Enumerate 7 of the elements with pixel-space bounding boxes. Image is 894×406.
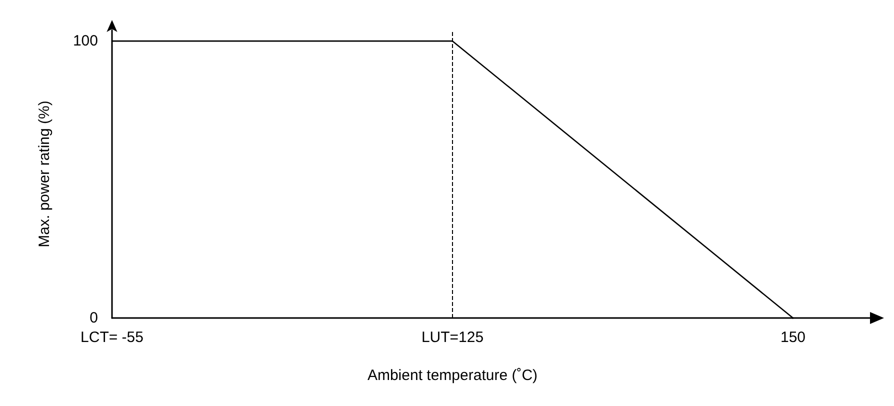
x-tick-label: 150 (780, 329, 806, 346)
y-tick-label: 0 (90, 310, 98, 326)
x-axis-title: Ambient temperature (˚C) (367, 367, 538, 384)
x-tick-label: LCT= -55 (80, 329, 144, 346)
x-tick-label: LUT=125 (421, 329, 484, 346)
y-axis-title: Max. power rating (%) (36, 100, 53, 248)
y-tick-label: 100 (72, 32, 98, 50)
